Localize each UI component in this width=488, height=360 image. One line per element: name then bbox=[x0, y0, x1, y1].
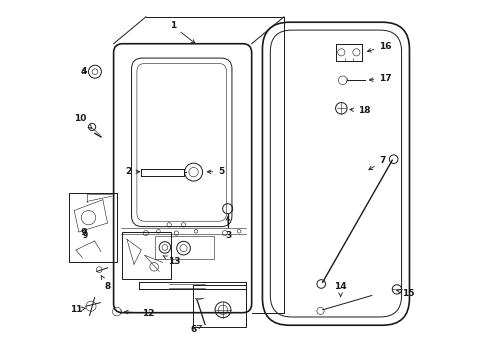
Text: 16: 16 bbox=[366, 42, 391, 52]
Text: 11: 11 bbox=[70, 305, 85, 314]
Text: 10: 10 bbox=[74, 114, 92, 129]
Text: 7: 7 bbox=[368, 157, 385, 170]
Text: 18: 18 bbox=[349, 106, 369, 115]
Bar bbox=[155, 235, 214, 259]
Text: 3: 3 bbox=[225, 217, 231, 240]
Text: 8: 8 bbox=[101, 276, 110, 291]
Text: 15: 15 bbox=[396, 289, 414, 298]
Text: 5: 5 bbox=[207, 167, 224, 176]
Text: 9: 9 bbox=[81, 228, 87, 237]
Bar bbox=[69, 193, 117, 262]
Text: 4: 4 bbox=[81, 67, 87, 76]
Text: 9: 9 bbox=[82, 231, 87, 240]
Text: 1: 1 bbox=[169, 21, 195, 43]
Text: 14: 14 bbox=[334, 282, 346, 297]
Text: 13: 13 bbox=[163, 256, 181, 266]
Text: 2: 2 bbox=[124, 167, 140, 176]
Bar bbox=[122, 232, 171, 279]
Text: 6: 6 bbox=[190, 325, 202, 334]
Text: 12: 12 bbox=[124, 309, 154, 318]
Bar bbox=[193, 285, 246, 327]
Text: 17: 17 bbox=[368, 74, 391, 83]
